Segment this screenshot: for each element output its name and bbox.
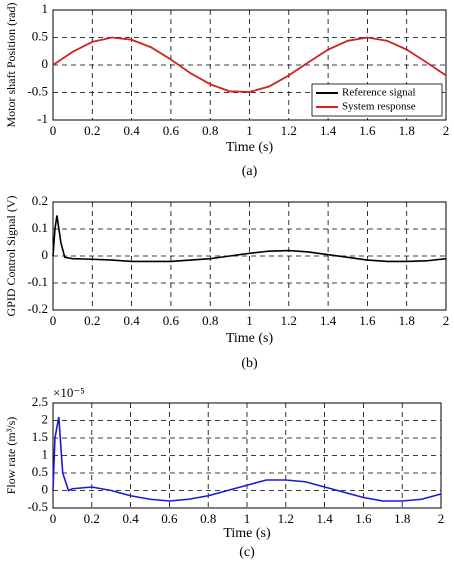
axis-exponent: ×10⁻⁵ (53, 385, 85, 400)
x-tick-label: 0.8 (200, 511, 216, 526)
y-tick-label: -0.1 (27, 274, 48, 289)
x-tick-label: 1 (246, 123, 253, 138)
x-axis-label: Time (s) (223, 526, 271, 541)
x-tick-label: 0.6 (163, 313, 180, 328)
legend: Reference signal System response (311, 83, 443, 117)
x-tick-label: 1.8 (399, 123, 415, 138)
y-tick-label: 0 (42, 481, 49, 496)
x-tick-label: 0.2 (84, 511, 100, 526)
x-tick-label: 0.2 (84, 313, 100, 328)
y-tick-label: 1.5 (32, 429, 48, 444)
y-tick-label: 0.5 (32, 28, 48, 43)
x-tick-label: 1.4 (316, 511, 333, 526)
legend-label: Reference signal (342, 87, 416, 99)
y-tick-label: 1 (42, 446, 49, 461)
caption: (a) (242, 164, 258, 179)
x-tick-label: 1.8 (394, 511, 410, 526)
data-line (52, 36, 447, 93)
caption: (b) (241, 356, 258, 371)
x-tick-label: 1.6 (359, 123, 376, 138)
x-tick-label: 1.6 (359, 313, 376, 328)
x-tick-label: 1.2 (281, 123, 297, 138)
x-tick-label: 0.8 (202, 123, 218, 138)
axes-frame (52, 402, 442, 509)
y-tick-label: 0 (42, 56, 49, 71)
y-tick-label: 0.1 (32, 220, 48, 235)
x-tick-label: 1.2 (278, 511, 294, 526)
x-tick-label: 0.6 (163, 123, 180, 138)
y-tick-label: 2 (42, 411, 49, 426)
x-tick-label: 1.8 (399, 313, 415, 328)
y-tick-label: -1 (37, 111, 48, 126)
x-tick-label: 2 (438, 511, 445, 526)
y-axis-label: Flow rate (m³/s) (4, 417, 18, 495)
y-tick-label: 1 (42, 1, 49, 16)
y-axis-label: Motor shaft Position (rad) (4, 3, 18, 128)
x-tick-label: 1 (246, 313, 253, 328)
y-tick-label: 0.2 (32, 193, 48, 208)
x-tick-label: 0.4 (122, 511, 139, 526)
legend-box (311, 83, 443, 117)
y-axis-label: GPID Control Signal (V) (4, 196, 18, 317)
x-tick-label: 1.4 (320, 313, 337, 328)
x-tick-label: 2 (443, 123, 450, 138)
x-tick-label: 0.4 (123, 313, 140, 328)
caption: (c) (239, 545, 255, 560)
x-tick-label: 0 (50, 313, 57, 328)
y-tick-label: 2.5 (32, 394, 48, 409)
x-tick-label: 0 (50, 511, 57, 526)
data-line (52, 215, 447, 263)
x-tick-label: 0.8 (202, 313, 218, 328)
x-tick-label: 1.6 (355, 511, 372, 526)
y-tick-label: -0.5 (27, 83, 48, 98)
y-tick-label: -0.2 (27, 301, 48, 316)
data-line (52, 416, 442, 502)
x-tick-label: 0.4 (123, 123, 140, 138)
y-tick-label: 0.5 (32, 464, 48, 479)
x-tick-label: 0.2 (84, 123, 100, 138)
y-tick-label: -0.5 (27, 499, 48, 514)
x-axis-label: Time (s) (226, 331, 274, 346)
x-tick-label: 0.6 (161, 511, 178, 526)
x-axis-label: Time (s) (226, 140, 274, 155)
x-tick-label: 1.4 (320, 123, 337, 138)
legend-label: System response (342, 101, 416, 113)
x-tick-label: 1.2 (281, 313, 297, 328)
y-tick-label: 0 (42, 247, 49, 262)
x-tick-label: 1 (244, 511, 251, 526)
x-tick-label: 0 (50, 123, 57, 138)
x-tick-label: 2 (443, 313, 450, 328)
